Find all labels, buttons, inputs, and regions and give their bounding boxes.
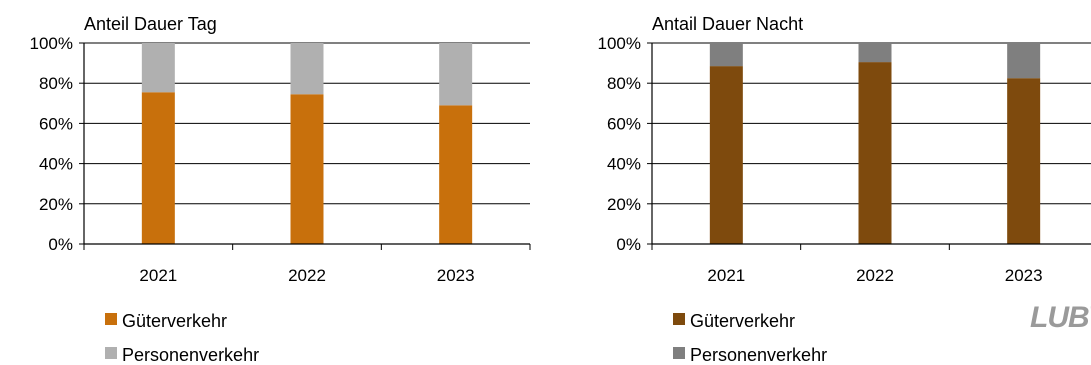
legend: Güterverkehr Personenverkehr	[673, 311, 827, 365]
chart-tag: Anteil Dauer Tag 0% 20% 40% 60% 80% 100% 2021 2…	[30, 14, 531, 365]
y-tick-label: 40%	[39, 155, 73, 174]
x-tick-label: 2022	[856, 266, 894, 285]
y-tick-label: 100%	[30, 34, 73, 53]
legend-label-gueterverkehr: Güterverkehr	[122, 311, 227, 331]
x-tick-label: 2021	[707, 266, 745, 285]
legend-label-personenverkehr: Personenverkehr	[690, 345, 827, 365]
y-tick-label: 0%	[616, 235, 641, 254]
chart-title: Antail Dauer Nacht	[652, 14, 803, 34]
y-tick-label: 20%	[607, 195, 641, 214]
bar-personenverkehr-2023	[1007, 43, 1041, 79]
legend-label-gueterverkehr: Güterverkehr	[690, 311, 795, 331]
x-tick-label: 2023	[1005, 266, 1043, 285]
lubw-logo: LUBW	[1030, 301, 1091, 334]
bar-gueterverkehr-2023	[1007, 78, 1041, 244]
legend-swatch-gueterverkehr	[673, 313, 685, 325]
bar-gueterverkehr-2023	[439, 105, 473, 244]
y-tick-label: 20%	[39, 195, 73, 214]
bar-gueterverkehr-2021	[141, 92, 175, 245]
bar-personenverkehr-2021	[141, 43, 175, 93]
bar-personenverkehr-2021	[709, 43, 743, 67]
bar-personenverkehr-2022	[858, 43, 892, 63]
y-tick-label: 60%	[39, 114, 73, 133]
y-tick-label: 60%	[607, 114, 641, 133]
bar-gueterverkehr-2021	[709, 66, 743, 245]
x-tick-label: 2021	[139, 266, 177, 285]
bar-personenverkehr-2022	[290, 43, 324, 95]
y-tick-label: 40%	[607, 155, 641, 174]
bar-gueterverkehr-2022	[290, 94, 324, 244]
bar-personenverkehr-2023	[439, 43, 473, 106]
chart-title: Anteil Dauer Tag	[84, 14, 217, 34]
x-tick-label: 2023	[437, 266, 475, 285]
chart-nacht: Antail Dauer Nacht 0% 20% 40% 60% 80% 100% 202…	[598, 14, 1091, 365]
x-tick-label: 2022	[288, 266, 326, 285]
legend-swatch-gueterverkehr	[105, 313, 117, 325]
legend: Güterverkehr Personenverkehr	[105, 311, 259, 365]
bar-gueterverkehr-2022	[858, 62, 892, 244]
y-tick-label: 80%	[39, 74, 73, 93]
y-tick-label: 80%	[607, 74, 641, 93]
y-tick-label: 0%	[48, 235, 73, 254]
y-tick-label: 100%	[598, 34, 641, 53]
legend-swatch-personenverkehr	[105, 347, 117, 359]
legend-label-personenverkehr: Personenverkehr	[122, 345, 259, 365]
legend-swatch-personenverkehr	[673, 347, 685, 359]
